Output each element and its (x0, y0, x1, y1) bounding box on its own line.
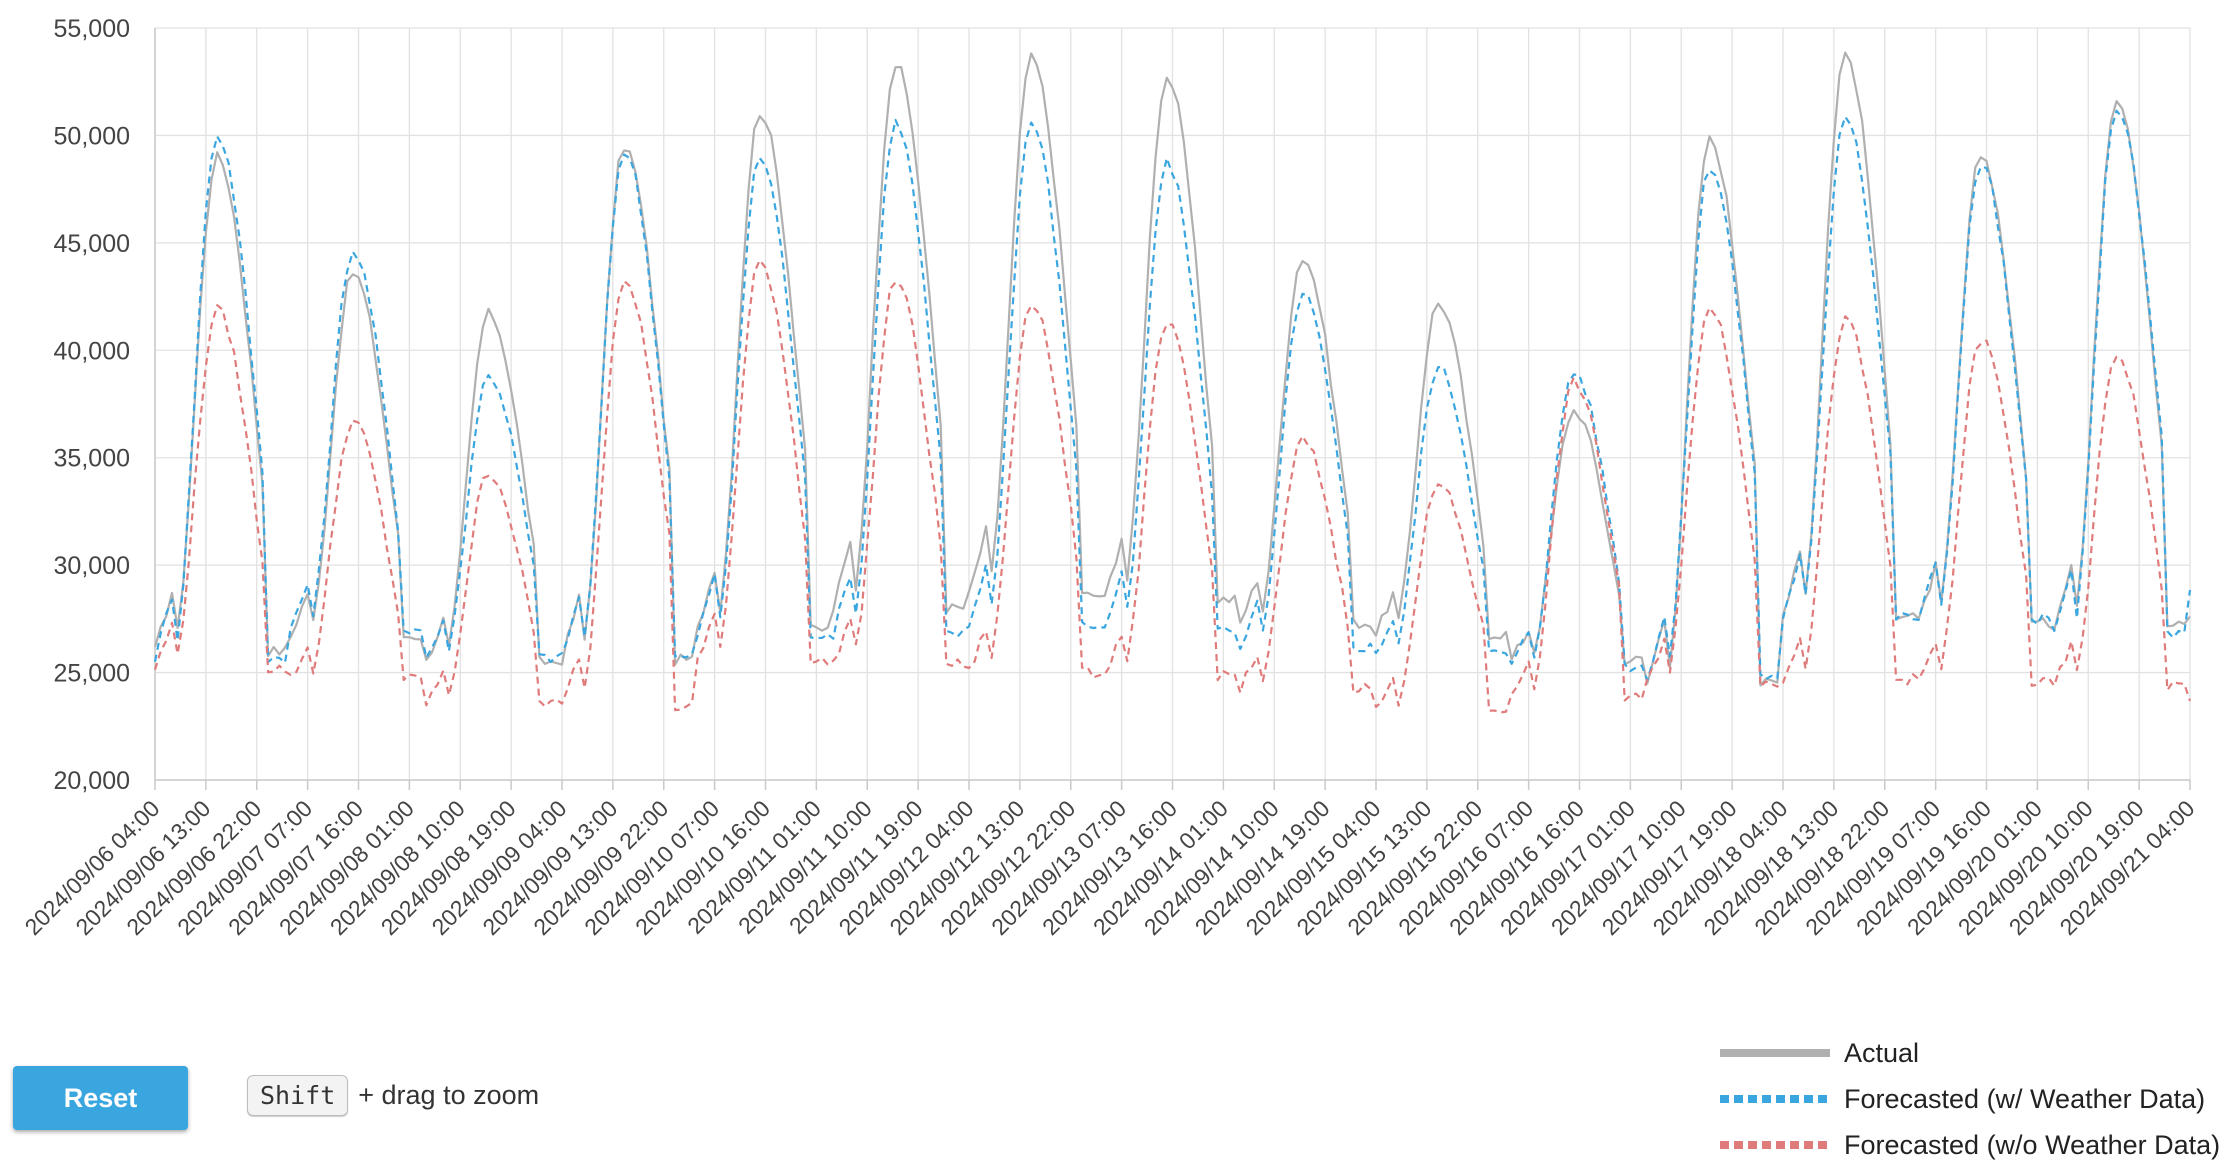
y-tick-label: 45,000 (54, 230, 130, 258)
y-tick-label: 30,000 (54, 552, 130, 580)
legend-swatch-with-weather (1720, 1095, 1830, 1103)
series-layer (153, 51, 2192, 714)
series-forecast-with-weather (153, 109, 2192, 682)
legend-item-actual[interactable]: Actual (1720, 1030, 2220, 1076)
legend-label-actual: Actual (1844, 1037, 1920, 1068)
legend-item-with-weather[interactable]: Forecasted (w/ Weather Data) (1720, 1076, 2220, 1122)
y-tick-label: 55,000 (54, 15, 130, 43)
shift-key-badge: Shift (247, 1075, 349, 1116)
grid-layer (154, 27, 2191, 790)
zoom-hint: Shift + drag to zoom (247, 1075, 539, 1116)
chart-legend: Actual Forecasted (w/ Weather Data) Fore… (1720, 1030, 2220, 1168)
series-actual (153, 51, 2191, 687)
y-tick-label: 35,000 (54, 445, 130, 473)
y-tick-label: 25,000 (54, 660, 130, 688)
reset-zoom-button[interactable]: Reset (13, 1066, 188, 1130)
legend-swatch-without-weather (1720, 1141, 1830, 1149)
legend-label-with-weather: Forecasted (w/ Weather Data) (1844, 1083, 2206, 1114)
y-tick-label: 50,000 (54, 122, 130, 150)
y-tick-label: 40,000 (54, 337, 130, 365)
legend-swatch-actual (1720, 1049, 1830, 1057)
line-chart[interactable]: 20,000 25,000 30,000 35,000 40,000 45,000 50,0… (0, 0, 2240, 1010)
legend-label-without-weather: Forecasted (w/o Weather Data) (1844, 1129, 2221, 1160)
legend-item-without-weather[interactable]: Forecasted (w/o Weather Data) (1720, 1122, 2220, 1168)
series-forecast-without-weather (153, 259, 2192, 714)
y-tick-label: 20,000 (54, 767, 130, 795)
zoom-hint-text: + drag to zoom (358, 1080, 540, 1110)
y-axis-ticks: 20,000 25,000 30,000 35,000 40,000 45,000 50,0… (54, 15, 130, 795)
